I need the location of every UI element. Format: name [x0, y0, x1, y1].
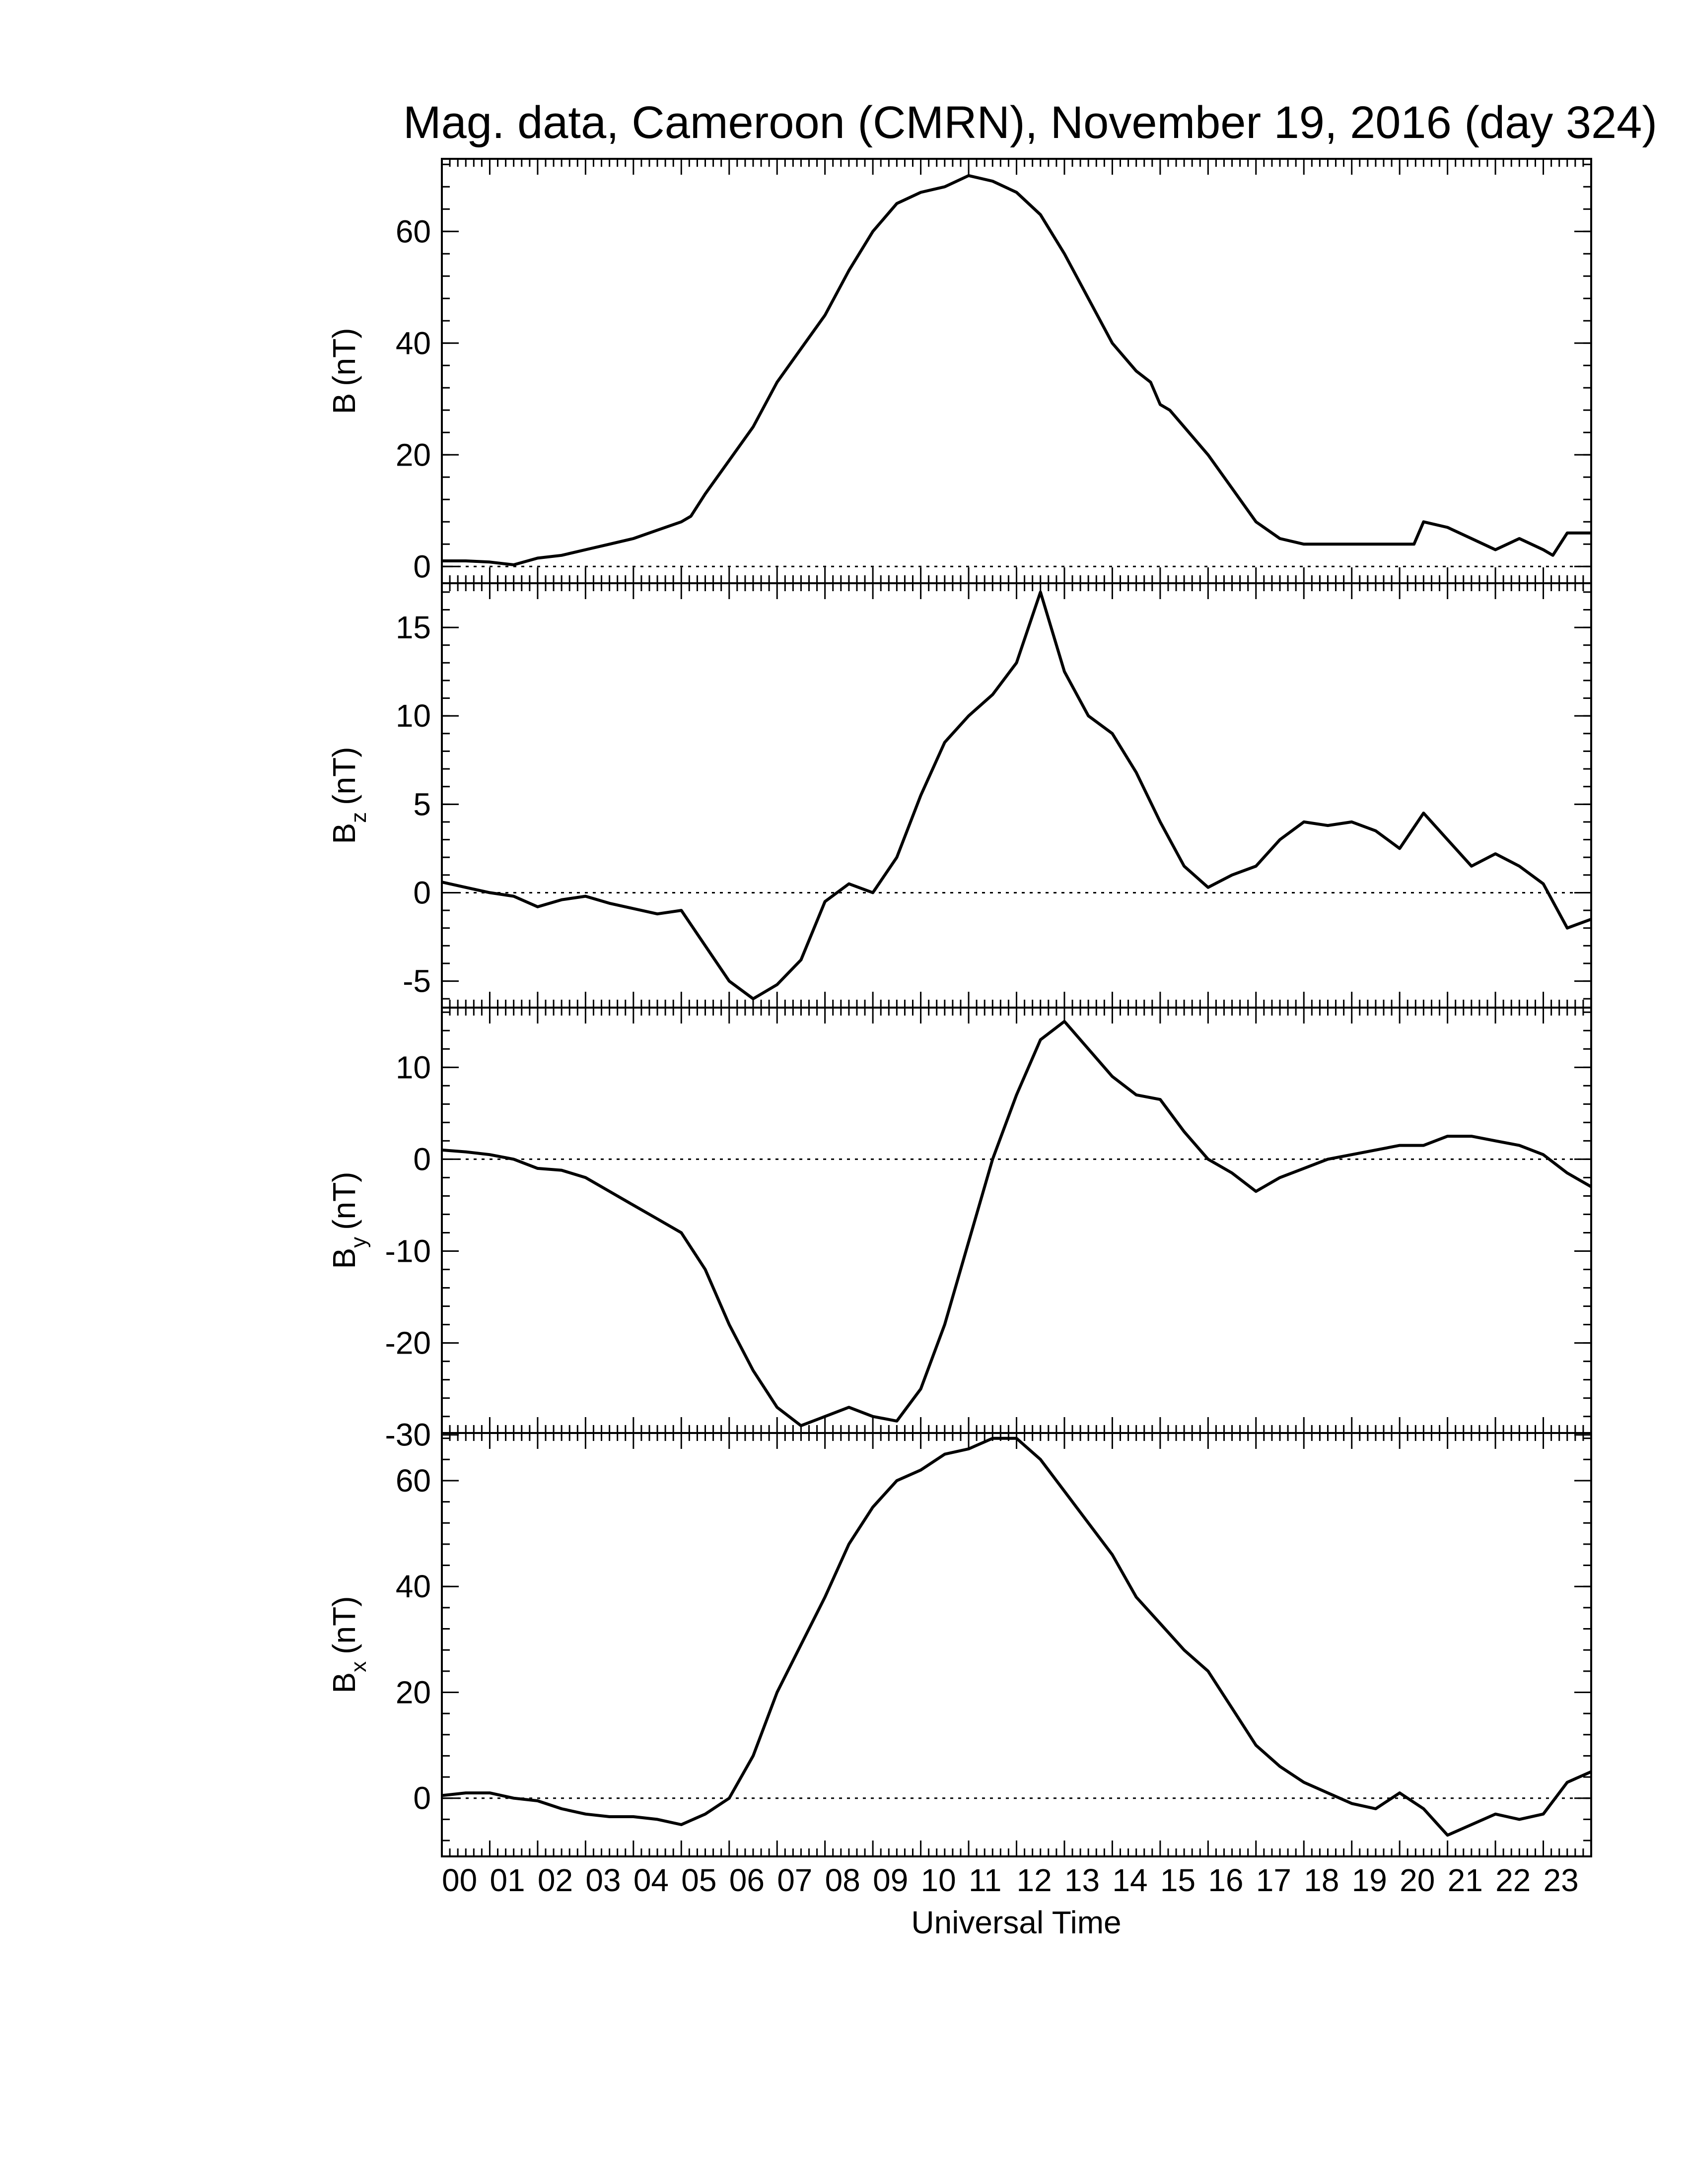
- x-tick-label: 13: [1064, 1862, 1100, 1898]
- plot-frame: [441, 582, 1592, 1009]
- x-tick-label: 19: [1352, 1862, 1387, 1898]
- y-tick-label: -5: [403, 963, 431, 999]
- y-tick-label: 0: [413, 1780, 431, 1816]
- x-tick-label: 08: [825, 1862, 860, 1898]
- y-axis-label: By (nT): [326, 1172, 371, 1269]
- y-axis-label-subscript: y: [347, 1237, 371, 1248]
- y-axis-label-main: B: [326, 823, 362, 844]
- y-axis-label-unit: (nT): [326, 328, 362, 386]
- x-tick-label: 05: [681, 1862, 716, 1898]
- x-tick-label: 09: [873, 1862, 908, 1898]
- x-tick-label: 17: [1256, 1862, 1291, 1898]
- y-axis-label: Bz (nT): [326, 747, 371, 844]
- y-tick-label: 0: [413, 1141, 431, 1177]
- y-tick-label: 20: [396, 437, 431, 473]
- plot-frame: [441, 1007, 1592, 1434]
- y-tick-label: 10: [396, 698, 431, 734]
- y-axis-label-subscript: x: [347, 1661, 371, 1672]
- x-tick-label: 01: [490, 1862, 525, 1898]
- y-axis-label-unit: (nT): [326, 747, 362, 805]
- y-axis-label-main: B: [326, 393, 362, 414]
- x-tick-label: 21: [1448, 1862, 1483, 1898]
- x-tick-label: 10: [921, 1862, 956, 1898]
- y-axis-label-main: B: [326, 1672, 362, 1694]
- plot-frame: [441, 158, 1592, 584]
- panels-container: 0 20 40 60 B (nT) -5 0 5 10 15 Bz (nT) -30 -20 -10 0 10 By…: [326, 158, 1592, 1857]
- y-tick-label: -20: [385, 1325, 431, 1361]
- panel-4: 0 20 40 60 Bx (nT): [326, 1432, 1592, 1857]
- panel-2: -5 0 5 10 15 Bz (nT): [326, 582, 1592, 1009]
- y-tick-label: 0: [413, 875, 431, 910]
- series-line: [441, 1020, 1592, 1428]
- y-axis-label-main: B: [326, 1248, 362, 1269]
- x-tick-label: 12: [1017, 1862, 1052, 1898]
- x-tick-label: 18: [1304, 1862, 1339, 1898]
- x-tick-label: 20: [1400, 1862, 1435, 1898]
- x-tick-label: 22: [1495, 1862, 1531, 1898]
- series-line: [441, 1436, 1592, 1837]
- y-axis-label: Bx (nT): [326, 1596, 371, 1694]
- y-tick-label: 60: [396, 213, 431, 249]
- x-tick-label: 00: [442, 1862, 477, 1898]
- y-axis-label-unit: (nT): [326, 1596, 362, 1654]
- x-tick-label: 07: [777, 1862, 812, 1898]
- plot-frame: [441, 1432, 1592, 1857]
- x-tick-label: 02: [538, 1862, 573, 1898]
- x-tick-label: 16: [1208, 1862, 1243, 1898]
- x-tick-label: 04: [633, 1862, 669, 1898]
- y-tick-label: 40: [396, 1569, 431, 1604]
- x-tick-label: 11: [969, 1862, 1001, 1898]
- y-tick-label: -10: [385, 1233, 431, 1269]
- x-tick-label: 23: [1544, 1862, 1579, 1898]
- x-axis-label: Universal Time: [911, 1905, 1121, 1940]
- y-axis-label: B (nT): [326, 328, 362, 414]
- y-tick-label: 10: [396, 1049, 431, 1085]
- x-tick-label: 03: [585, 1862, 621, 1898]
- y-tick-label: -30: [385, 1417, 431, 1453]
- panel-1: 0 20 40 60 B (nT): [326, 158, 1592, 584]
- y-tick-label: 0: [413, 548, 431, 584]
- x-tick-label: 15: [1160, 1862, 1196, 1898]
- y-tick-label: 15: [396, 610, 431, 645]
- series-line: [442, 174, 1591, 566]
- y-tick-label: 60: [396, 1463, 431, 1499]
- panel-3: -30 -20 -10 0 10 By (nT): [326, 1007, 1592, 1453]
- x-tick-label: 06: [729, 1862, 765, 1898]
- y-axis-label-subscript: z: [347, 812, 371, 823]
- x-tick-labels: 00 01 02 03 04 05 06 07 08 09 10 11 12 13 14 15 16 17 18 19…: [442, 1862, 1579, 1898]
- y-tick-label: 40: [396, 325, 431, 361]
- y-tick-label: 5: [413, 786, 431, 822]
- y-tick-label: 20: [396, 1674, 431, 1710]
- y-axis-label-unit: (nT): [326, 1172, 362, 1230]
- x-tick-label: 14: [1112, 1862, 1147, 1898]
- chart-title: Mag. data, Cameroon (CMRN), November 19,…: [403, 97, 1657, 148]
- series-line: [441, 590, 1592, 1001]
